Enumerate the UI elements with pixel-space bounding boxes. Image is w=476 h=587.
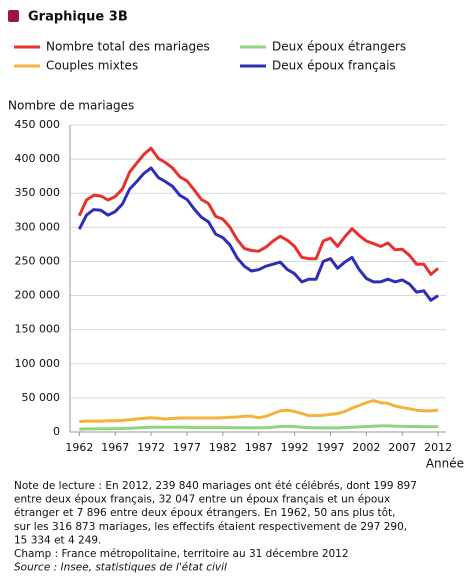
y-axis-label: Nombre de mariages [8,99,134,113]
x-tick-label: 1962 [65,441,93,454]
x-tick-label: 2002 [352,441,380,454]
y-tick-label: 300 000 [15,220,61,233]
y-tick-label: 50 000 [22,391,61,404]
note-line: 15 334 et 4 249. [14,534,101,546]
y-tick-label: 400 000 [15,152,61,165]
x-tick-label: 2007 [388,441,416,454]
x-tick-label: 1977 [173,441,201,454]
note-line: Champ : France métropolitaine, territoir… [14,548,349,560]
y-tick-label: 250 000 [15,254,61,267]
legend-label: Couples mixtes [46,59,138,73]
legend-label: Nombre total des mariages [46,40,210,54]
x-tick-label: 1982 [209,441,237,454]
legend-label: Deux époux étrangers [272,40,406,54]
title-marker [8,10,19,22]
x-tick-label: 1992 [281,441,309,454]
x-tick-label: 1997 [316,441,344,454]
y-tick-label: 450 000 [15,118,61,131]
x-tick-label: 1967 [101,441,129,454]
y-tick-label: 0 [53,425,60,438]
y-tick-label: 350 000 [15,186,61,199]
note-line: étranger et 7 896 entre deux époux étran… [14,507,396,519]
note-line: Note de lecture : En 2012, 239 840 maria… [14,480,417,492]
line-series [77,146,440,276]
line-series [79,424,439,431]
x-tick-label: 1972 [137,441,165,454]
x-axis-label: Année [426,457,464,471]
y-tick-label: 150 000 [15,323,61,336]
y-tick-label: 100 000 [15,357,61,370]
y-tick-label: 200 000 [15,289,61,302]
note-line: entre deux époux français, 32 047 entre … [14,494,390,506]
legend-label: Deux époux français [272,59,396,73]
line-series [77,166,439,302]
note-line: sur les 316 873 mariages, les effectifs … [14,521,407,533]
note-line: Source : Insee, statistiques de l'état c… [14,562,227,574]
x-tick-label: 1987 [245,441,273,454]
line-series [79,399,439,423]
chart-title: Graphique 3B [28,10,128,25]
x-tick-label: 2012 [424,441,452,454]
